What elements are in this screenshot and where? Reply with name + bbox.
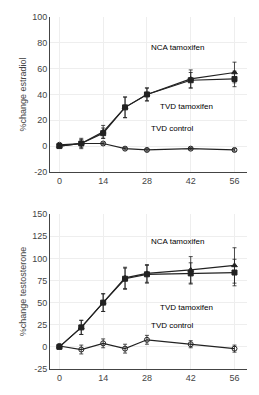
svg-text:100: 100 bbox=[32, 254, 47, 264]
svg-text:%change estradiol: %change estradiol bbox=[18, 57, 28, 131]
svg-text:25: 25 bbox=[37, 320, 47, 330]
svg-text:56: 56 bbox=[229, 373, 239, 383]
svg-text:NCA tamoxifen: NCA tamoxifen bbox=[151, 43, 204, 52]
svg-text:0: 0 bbox=[57, 176, 62, 186]
svg-text:TVD tamoxifen: TVD tamoxifen bbox=[160, 102, 213, 111]
svg-text:14: 14 bbox=[98, 176, 108, 186]
svg-text:TVD control: TVD control bbox=[151, 321, 193, 330]
svg-text:0: 0 bbox=[57, 373, 62, 383]
svg-text:0: 0 bbox=[42, 342, 47, 352]
svg-text:%change testosterone: %change testosterone bbox=[18, 247, 28, 337]
svg-text:56: 56 bbox=[229, 176, 239, 186]
svg-text:-20: -20 bbox=[34, 167, 47, 177]
svg-text:TVD tamoxifen: TVD tamoxifen bbox=[160, 303, 213, 312]
svg-text:20: 20 bbox=[37, 115, 47, 125]
svg-text:42: 42 bbox=[186, 176, 196, 186]
svg-text:150: 150 bbox=[32, 209, 47, 219]
svg-text:50: 50 bbox=[37, 298, 47, 308]
svg-text:-25: -25 bbox=[34, 364, 47, 374]
svg-text:14: 14 bbox=[98, 373, 108, 383]
svg-text:0: 0 bbox=[42, 141, 47, 151]
svg-text:100: 100 bbox=[32, 12, 47, 22]
svg-text:28: 28 bbox=[142, 373, 152, 383]
svg-text:125: 125 bbox=[32, 231, 47, 241]
svg-text:80: 80 bbox=[37, 38, 47, 48]
svg-text:75: 75 bbox=[37, 276, 47, 286]
svg-text:TVD control: TVD control bbox=[151, 124, 193, 133]
svg-text:60: 60 bbox=[37, 64, 47, 74]
svg-text:40: 40 bbox=[37, 90, 47, 100]
svg-text:42: 42 bbox=[186, 373, 196, 383]
svg-text:NCA tamoxifen: NCA tamoxifen bbox=[151, 237, 204, 246]
svg-text:28: 28 bbox=[142, 176, 152, 186]
